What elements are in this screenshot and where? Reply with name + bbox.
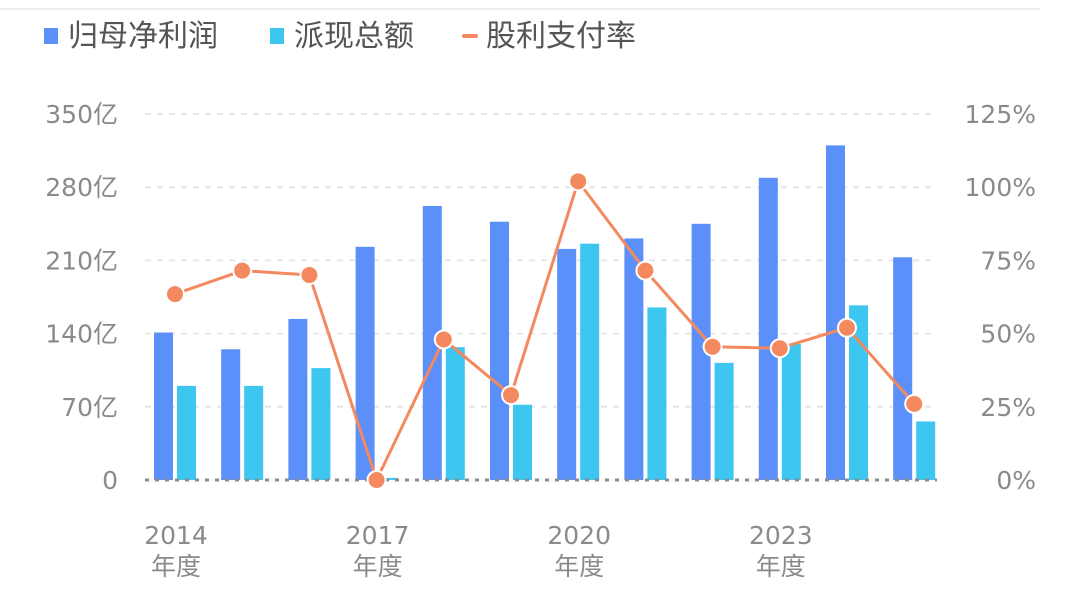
y-left-tick-label-5: 350亿 [45, 100, 118, 129]
line-series [165, 171, 925, 490]
legend-label-2: 派现总额 [294, 19, 414, 54]
y-axis-left: 0 70亿 140亿 210亿 280亿 350亿 [45, 100, 118, 495]
bar-dividend-total-11 [849, 305, 868, 480]
x-tick-suffix-4: 年度 [756, 552, 806, 581]
bar-dividend-total-9 [714, 362, 734, 480]
x-tick-year-2: 2017 [346, 521, 410, 550]
bar-net-profit-3 [288, 318, 308, 480]
payout-ratio-point-4 [366, 470, 387, 490]
bar-dividend-total-5 [445, 347, 465, 480]
bar-dividend-total-6 [513, 404, 532, 480]
payout-ratio-point-2 [232, 260, 253, 281]
bar-dividend-total-2 [244, 385, 264, 480]
bar-net-profit-10 [758, 177, 778, 480]
y-right-tick-label-2: 50% [980, 320, 1036, 349]
legend-swatch-1 [44, 28, 58, 44]
bar-dividend-total-12 [916, 421, 936, 480]
bar-dividend-total-7 [580, 243, 600, 480]
bar-dividend-total-10 [781, 344, 801, 480]
payout-ratio-point-11 [837, 317, 857, 338]
y-left-tick-label-1: 70亿 [61, 393, 118, 422]
bar-net-profit-5 [422, 206, 442, 480]
payout-ratio-point-3 [299, 265, 320, 286]
y-right-tick-label-5: 125% [965, 100, 1036, 129]
legend-item-3: 股利支付率 [462, 19, 636, 54]
x-tick-suffix-2: 年度 [353, 552, 403, 581]
payout-ratio-point-10 [769, 338, 790, 359]
x-tick-year-1: 2014 [144, 521, 208, 550]
payout-ratio-point-12 [904, 393, 925, 414]
legend-item-2: 派现总额 [270, 19, 414, 54]
bar-net-profit-12 [893, 257, 913, 480]
legend: 归母净利润 派现总额 股利支付率 [44, 19, 636, 54]
y-axis-right: 0% 25% 50% 75% 100% 125% [965, 100, 1036, 495]
x-tick-suffix-3: 年度 [554, 552, 604, 581]
y-right-tick-label-0: 0% [996, 466, 1036, 495]
payout-ratio-point-9 [702, 336, 723, 357]
payout-ratio-point-6 [501, 385, 521, 406]
bar-series [154, 145, 936, 481]
bar-net-profit-9 [691, 223, 711, 481]
bar-net-profit-6 [490, 221, 509, 481]
bar-net-profit-7 [557, 248, 577, 480]
legend-item-1: 归母净利润 [44, 19, 218, 54]
y-left-tick-label-0: 0 [102, 466, 118, 495]
bar-net-profit-4 [355, 246, 375, 480]
legend-swatch-2 [270, 28, 284, 44]
legend-label-1: 归母净利润 [68, 19, 218, 54]
bar-dividend-total-3 [311, 368, 331, 480]
bar-dividend-total-1 [177, 385, 196, 480]
y-left-tick-label-3: 210亿 [45, 246, 118, 275]
y-right-tick-label-3: 75% [980, 246, 1036, 275]
bar-net-profit-1 [154, 332, 173, 480]
y-right-tick-label-1: 25% [980, 393, 1036, 422]
bar-net-profit-8 [624, 238, 644, 480]
bar-net-profit-11 [826, 145, 845, 480]
x-tick-suffix-1: 年度 [151, 552, 201, 581]
bar-dividend-total-8 [647, 307, 667, 480]
y-left-tick-label-2: 140亿 [45, 320, 118, 349]
payout-ratio-point-8 [635, 260, 656, 281]
payout-ratio-point-1 [165, 284, 185, 305]
x-tick-year-4: 2023 [749, 521, 813, 550]
legend-swatch-3 [462, 34, 478, 38]
payout-ratio-line [174, 179, 916, 482]
y-right-tick-label-4: 100% [965, 173, 1036, 202]
y-left-tick-label-4: 280亿 [45, 173, 118, 202]
payout-ratio-point-7 [568, 171, 589, 192]
grid-lines [145, 113, 937, 408]
payout-ratio-point-5 [433, 329, 454, 350]
bar-net-profit-2 [221, 349, 241, 480]
legend-label-3: 股利支付率 [486, 19, 636, 54]
x-tick-year-3: 2020 [547, 521, 611, 550]
top-divider [0, 8, 1040, 10]
